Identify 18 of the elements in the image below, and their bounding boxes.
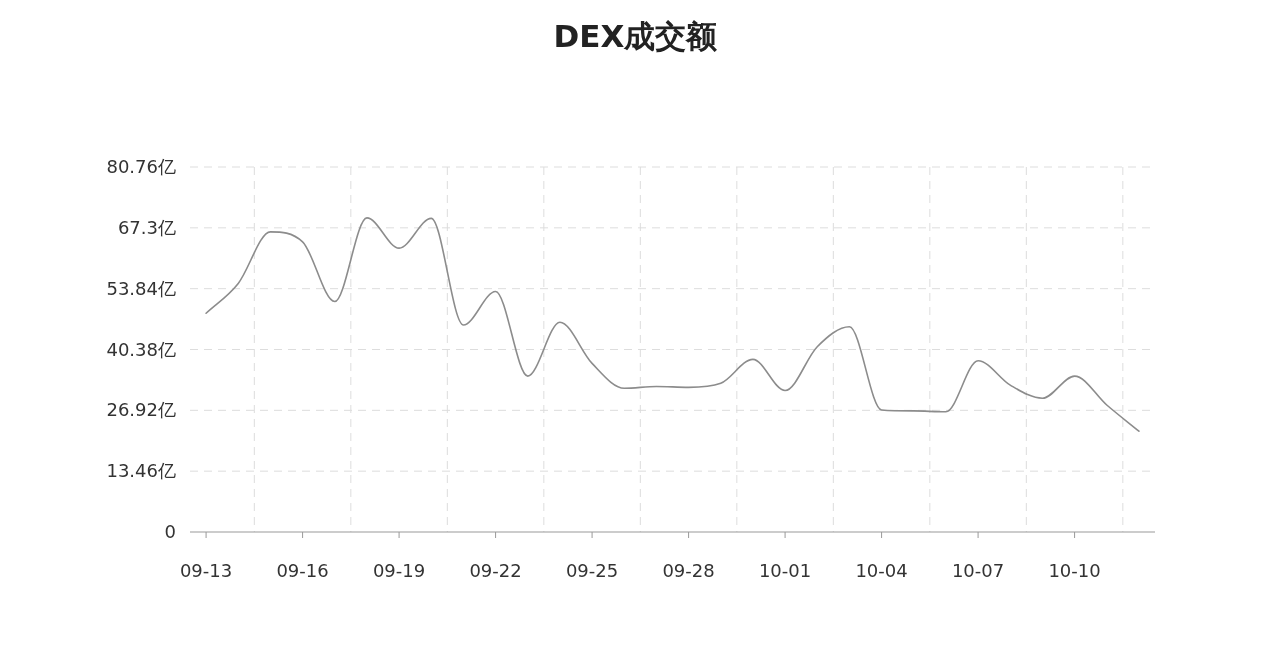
- y-tick-label: 80.76亿: [106, 156, 176, 177]
- y-tick-label: 67.3亿: [117, 216, 176, 238]
- y-tick-label: 0: [164, 521, 176, 542]
- y-tick-label: 26.92亿: [106, 399, 176, 421]
- x-tick-label: 09-25: [565, 560, 619, 581]
- x-tick-label: 10-07: [951, 560, 1005, 581]
- x-tick-label: 09-22: [469, 560, 522, 581]
- x-tick-label: 10-10: [1048, 560, 1101, 581]
- x-tick-label: 10-01: [758, 560, 812, 581]
- x-tick-label: 09-28: [662, 560, 715, 581]
- y-tick-label: 40.38亿: [106, 338, 176, 360]
- y-tick-label: 13.46亿: [106, 460, 176, 482]
- x-tick-label: 09-16: [276, 560, 329, 581]
- x-tick-label: 09-13: [179, 560, 233, 581]
- x-tick-label: 10-04: [855, 560, 908, 581]
- y-tick-label: 53.84亿: [106, 277, 176, 299]
- chart-title: DEX成交额: [553, 18, 718, 54]
- x-tick-label: 09-19: [372, 560, 426, 581]
